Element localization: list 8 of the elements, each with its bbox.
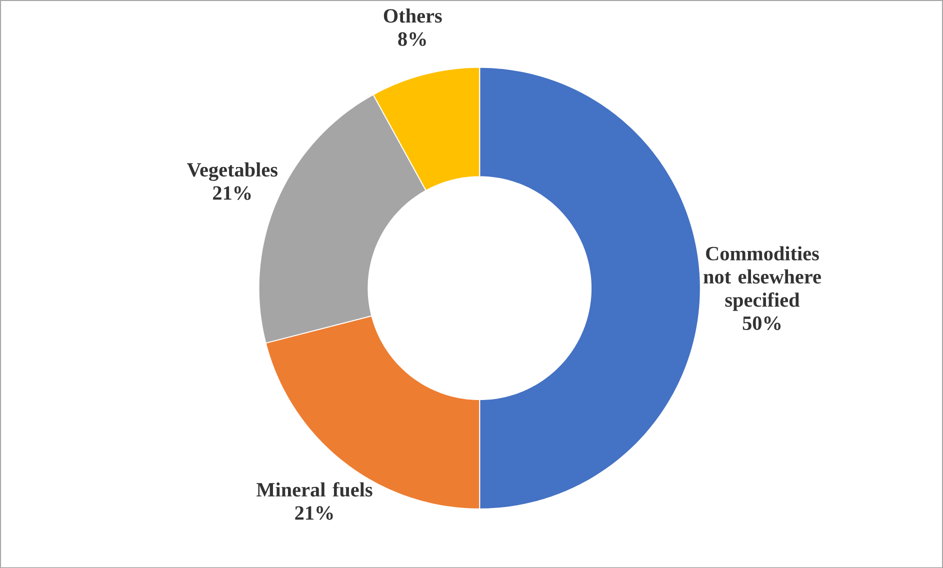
slice-label: Vegetables xyxy=(187,162,278,181)
slice-label: Others xyxy=(384,8,442,23)
data-label: 21% xyxy=(213,186,251,200)
slice-label: Mineral fuels xyxy=(256,482,372,497)
data-label: 50% xyxy=(742,316,781,330)
data-label: 21% xyxy=(295,506,333,520)
slice-label: Commodities not elsewhere specified xyxy=(704,246,821,311)
data-label: 8% xyxy=(398,32,426,46)
